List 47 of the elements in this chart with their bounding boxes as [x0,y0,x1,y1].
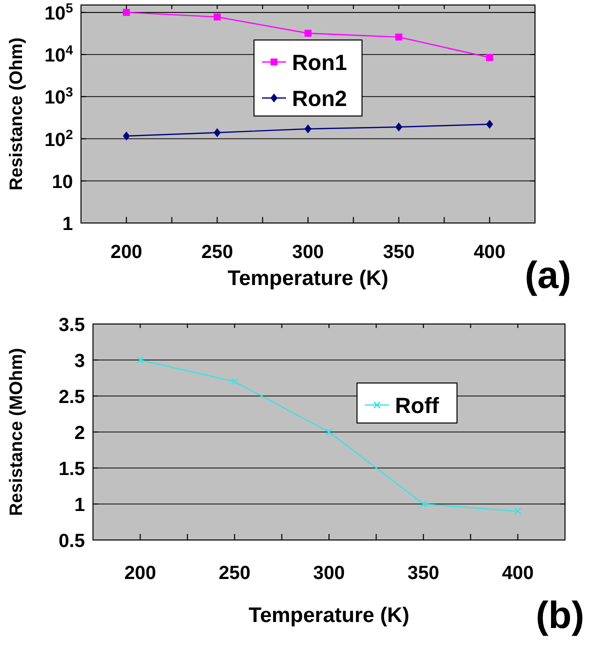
point [214,13,221,20]
point [486,120,494,129]
point [304,30,312,37]
y-tick-label: 1 [62,214,74,235]
legend-label: Ron1 [292,50,347,75]
point [395,122,402,132]
y-tick-label: 10$^{2}$ [44,126,73,151]
legend-label: Ron2 [292,86,347,111]
y-tick-label: 2.5 [58,387,86,408]
y-tick-label: 3 [74,351,85,372]
point [304,124,312,134]
x-axis-title: Temperature (K) [248,604,410,627]
point [395,34,402,41]
text: (b) [536,595,584,637]
y-tick-label: 10 [52,172,73,193]
point [486,54,494,62]
x-tick-label: 250 [201,242,234,263]
x-tick-label: 300 [313,563,345,584]
y-tick-label: 10$^{4}$ [44,42,74,67]
point [214,128,221,138]
point [122,8,130,16]
x-tick-label: 350 [408,563,440,584]
y-tick-label: 0.5 [58,531,86,552]
y-tick-label: 10$^{3}$ [44,84,73,109]
text: (a) [524,255,572,297]
y-axis-title: Resistance (MOhm) [6,348,26,516]
x-tick-label: 200 [110,242,142,263]
y-tick-label: 3.5 [58,315,86,336]
x-tick-label: 300 [292,242,324,263]
y-tick-label: 1.5 [58,459,86,480]
x-tick-label: 350 [382,242,415,263]
point [325,428,333,436]
point [122,132,130,141]
x-tick-label: 400 [474,242,506,263]
y-tick-label: 2 [74,423,85,444]
x-tick-label: 250 [218,563,250,584]
point [136,356,144,364]
point [420,500,428,508]
point [514,508,522,515]
x-tick-label: 200 [124,563,156,584]
legend-label: Roff [395,393,440,418]
y-tick-label: 1 [74,495,86,516]
point [230,378,238,386]
x-axis-title: Temperature (K) [228,267,388,290]
y-tick-label: 10$^{5}$ [44,0,74,24]
x-tick-label: 400 [502,563,534,584]
y-axis-title: Resistance (Ohm) [6,37,26,191]
